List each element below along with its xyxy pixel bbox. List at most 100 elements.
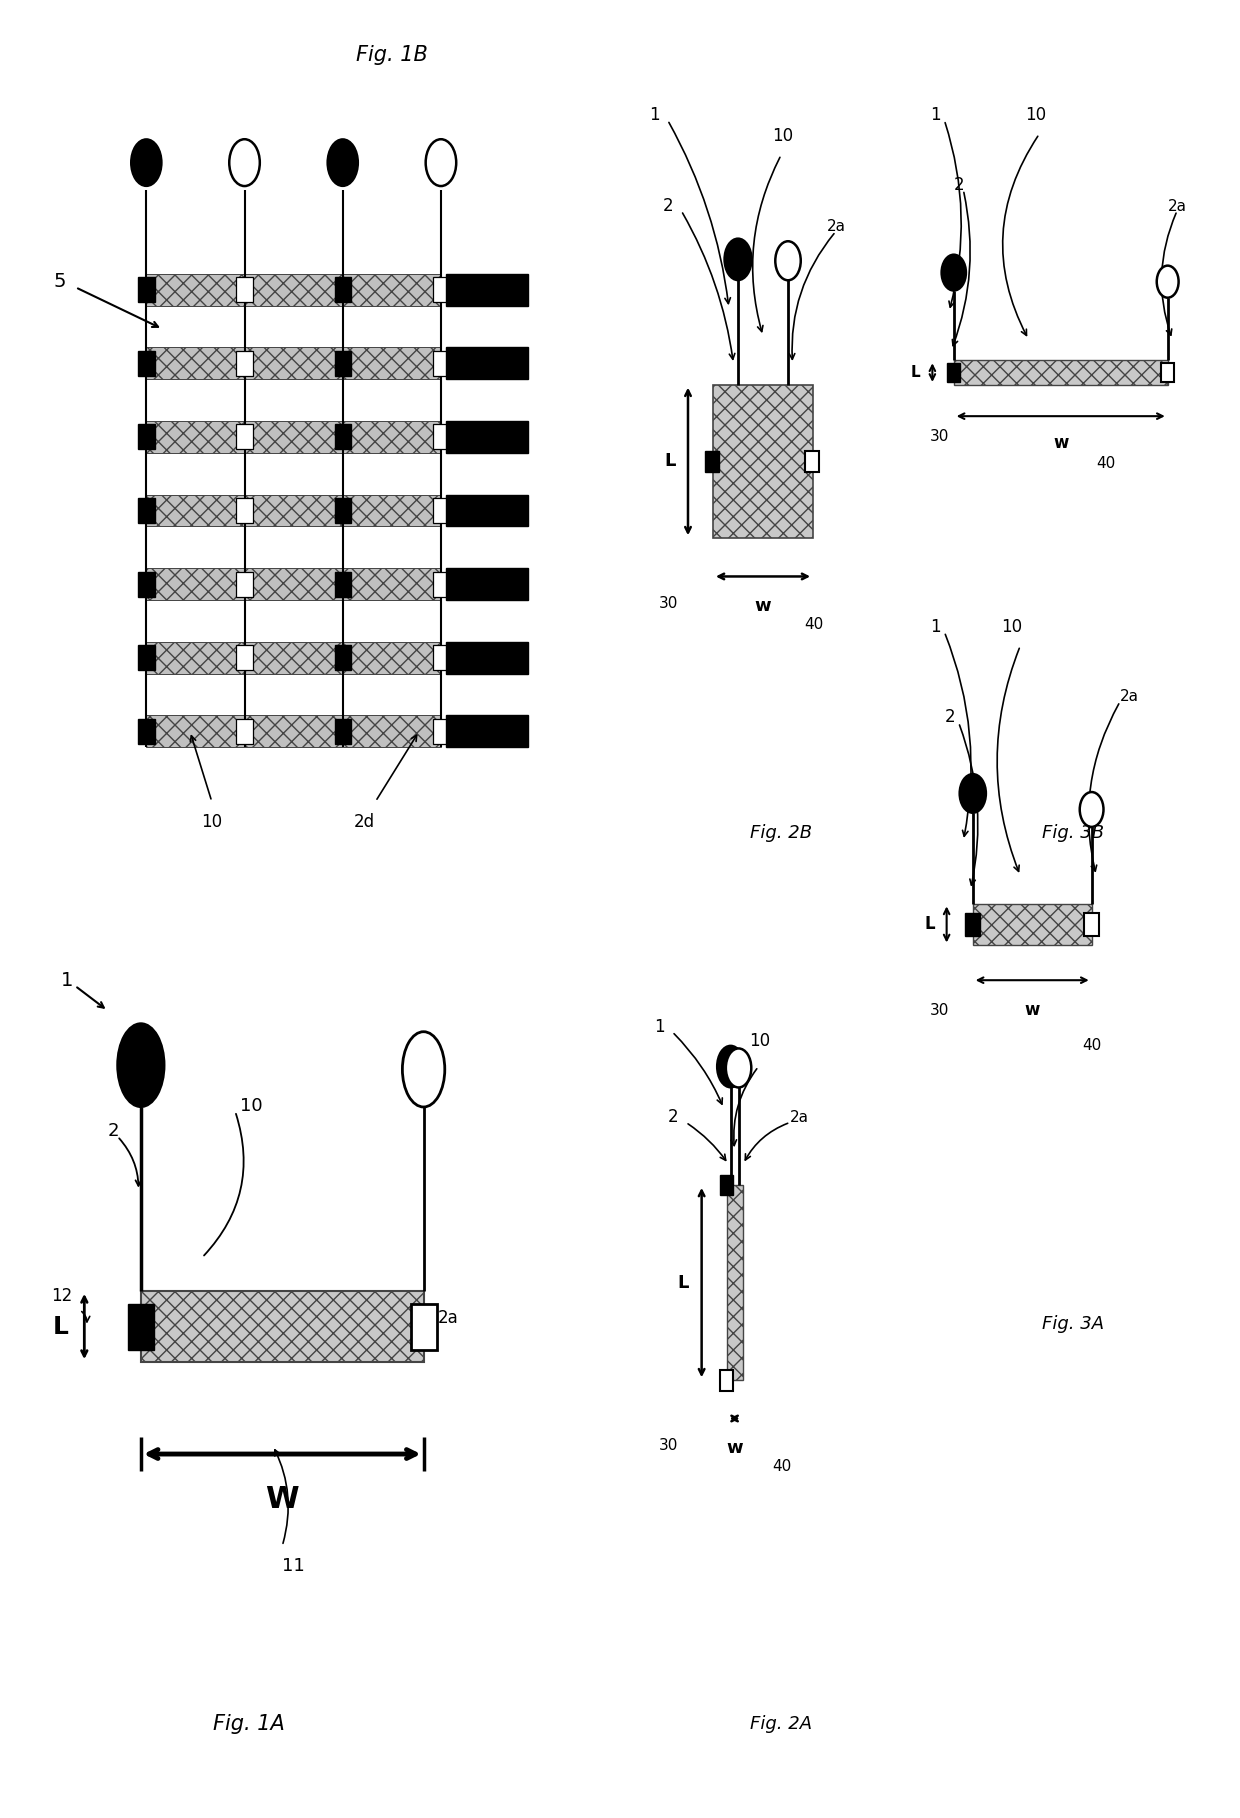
- Bar: [138, 645, 155, 671]
- Bar: [446, 569, 528, 600]
- Circle shape: [402, 1033, 445, 1107]
- Bar: [446, 422, 528, 453]
- Text: w: w: [1024, 1002, 1040, 1020]
- Circle shape: [724, 238, 751, 280]
- Text: Fig. 3B: Fig. 3B: [1042, 824, 1104, 842]
- Text: w: w: [1053, 433, 1069, 451]
- Bar: [433, 718, 449, 744]
- Text: 2a: 2a: [438, 1309, 459, 1327]
- Text: 1: 1: [930, 105, 941, 124]
- Bar: [433, 351, 449, 376]
- Text: 2: 2: [945, 709, 955, 727]
- Bar: [335, 351, 351, 376]
- Text: L: L: [665, 453, 676, 471]
- Text: 10: 10: [1025, 105, 1047, 124]
- Bar: [342, 275, 441, 305]
- Text: 10: 10: [773, 127, 794, 145]
- Bar: [146, 422, 244, 453]
- Bar: [244, 569, 342, 600]
- Circle shape: [725, 1049, 751, 1087]
- Bar: [954, 360, 1168, 385]
- Text: 5: 5: [53, 273, 66, 291]
- Text: 12: 12: [51, 1287, 73, 1305]
- Bar: [1084, 913, 1099, 936]
- Circle shape: [229, 140, 260, 185]
- Text: 2a: 2a: [827, 220, 846, 235]
- Circle shape: [941, 255, 966, 291]
- Text: 30: 30: [658, 1438, 678, 1453]
- Bar: [342, 494, 441, 527]
- Bar: [244, 422, 342, 453]
- Bar: [805, 451, 818, 473]
- Bar: [146, 347, 244, 380]
- Bar: [972, 904, 1091, 945]
- Text: L: L: [911, 365, 920, 380]
- Bar: [335, 718, 351, 744]
- Bar: [146, 716, 244, 747]
- Text: Fig. 2A: Fig. 2A: [750, 1714, 812, 1733]
- Circle shape: [131, 140, 161, 185]
- Circle shape: [717, 1045, 744, 1087]
- Text: 10: 10: [201, 813, 222, 831]
- Text: 30: 30: [930, 1004, 950, 1018]
- Bar: [128, 1304, 154, 1349]
- Circle shape: [960, 774, 986, 813]
- Text: 11: 11: [283, 1556, 305, 1574]
- Text: L: L: [925, 916, 935, 933]
- Circle shape: [327, 140, 358, 185]
- Text: Fig. 1A: Fig. 1A: [213, 1714, 285, 1734]
- Bar: [244, 275, 342, 305]
- Bar: [342, 569, 441, 600]
- Text: L: L: [53, 1314, 68, 1338]
- Bar: [138, 498, 155, 524]
- Bar: [706, 451, 719, 473]
- Bar: [727, 1185, 743, 1380]
- Bar: [335, 645, 351, 671]
- Text: w: w: [727, 1440, 743, 1458]
- Text: 10: 10: [749, 1031, 770, 1049]
- Circle shape: [775, 242, 801, 280]
- Text: Fig. 1B: Fig. 1B: [356, 45, 428, 65]
- Bar: [965, 913, 981, 936]
- Bar: [342, 347, 441, 380]
- Text: 40: 40: [1083, 1038, 1101, 1053]
- Bar: [244, 494, 342, 527]
- Text: 10: 10: [239, 1096, 263, 1114]
- Bar: [342, 642, 441, 674]
- Circle shape: [425, 140, 456, 185]
- Bar: [713, 385, 813, 538]
- Text: 2a: 2a: [790, 1111, 810, 1125]
- Bar: [719, 1174, 734, 1196]
- Bar: [146, 642, 244, 674]
- Bar: [410, 1304, 436, 1349]
- Text: 2a: 2a: [1120, 689, 1140, 704]
- Text: 2: 2: [954, 176, 965, 195]
- Bar: [237, 498, 253, 524]
- Bar: [237, 645, 253, 671]
- Text: Fig. 3A: Fig. 3A: [1042, 1314, 1104, 1333]
- Bar: [342, 716, 441, 747]
- Bar: [146, 275, 244, 305]
- Circle shape: [1080, 793, 1104, 827]
- Text: L: L: [678, 1274, 689, 1291]
- Bar: [138, 276, 155, 302]
- Bar: [446, 716, 528, 747]
- Bar: [335, 498, 351, 524]
- Bar: [138, 718, 155, 744]
- Text: 2: 2: [667, 1109, 678, 1127]
- Bar: [446, 347, 528, 380]
- Bar: [237, 718, 253, 744]
- Bar: [146, 494, 244, 527]
- Bar: [433, 571, 449, 596]
- Text: 30: 30: [658, 596, 678, 611]
- Bar: [335, 276, 351, 302]
- Bar: [141, 1291, 424, 1362]
- Bar: [138, 571, 155, 596]
- Bar: [244, 716, 342, 747]
- Text: 10: 10: [1002, 618, 1023, 636]
- Text: w: w: [755, 598, 771, 614]
- Text: W: W: [265, 1485, 299, 1514]
- Bar: [446, 275, 528, 305]
- Circle shape: [1157, 265, 1178, 298]
- Text: 40: 40: [773, 1458, 791, 1474]
